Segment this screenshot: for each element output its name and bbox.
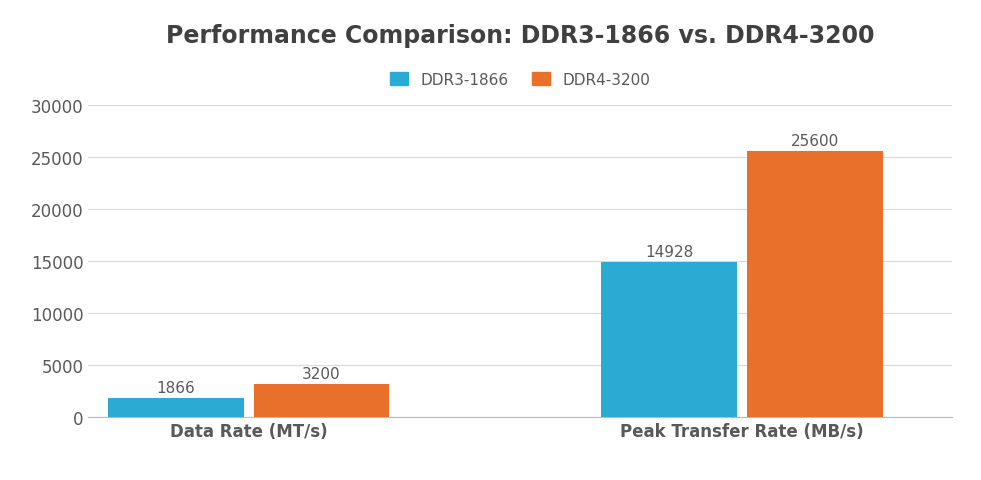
Bar xyxy=(108,398,243,418)
Text: 1866: 1866 xyxy=(157,380,195,396)
Text: 3200: 3200 xyxy=(302,366,340,382)
Title: Performance Comparison: DDR3-1866 vs. DDR4-3200: Performance Comparison: DDR3-1866 vs. DD… xyxy=(166,24,874,48)
Bar xyxy=(253,384,389,418)
Bar xyxy=(747,151,883,418)
Legend: DDR3-1866, DDR4-3200: DDR3-1866, DDR4-3200 xyxy=(389,72,650,88)
Text: 14928: 14928 xyxy=(645,244,694,259)
Text: 25600: 25600 xyxy=(791,133,839,148)
Bar xyxy=(601,263,737,418)
